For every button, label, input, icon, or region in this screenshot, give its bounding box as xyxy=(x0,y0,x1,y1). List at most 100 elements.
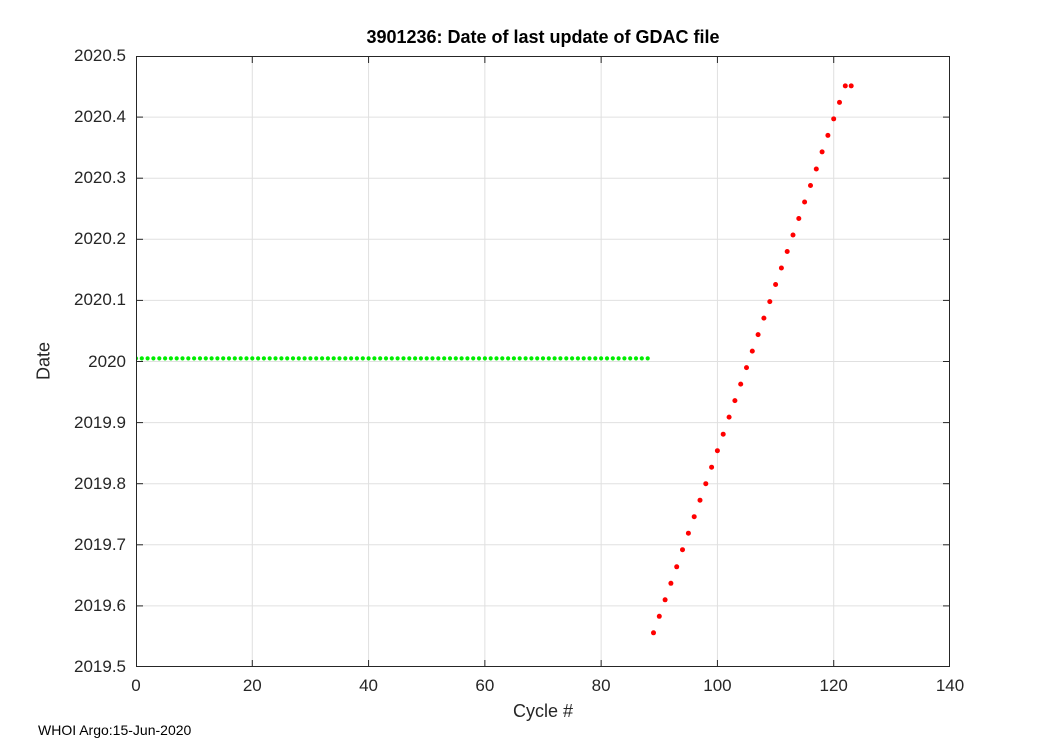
data-point xyxy=(482,356,487,361)
data-point xyxy=(238,356,243,361)
data-point xyxy=(436,356,441,361)
data-point xyxy=(407,356,412,361)
data-point xyxy=(337,356,342,361)
data-point xyxy=(564,356,569,361)
data-point xyxy=(691,514,697,520)
data-point xyxy=(709,464,715,470)
data-point xyxy=(447,356,453,361)
data-point xyxy=(163,356,168,361)
data-point xyxy=(616,356,621,361)
series-green xyxy=(136,356,650,361)
x-tick-label: 40 xyxy=(359,676,379,695)
data-point xyxy=(680,547,685,553)
data-point xyxy=(599,356,604,361)
data-point xyxy=(389,356,394,361)
data-point xyxy=(610,356,615,361)
data-point xyxy=(168,356,173,361)
data-point xyxy=(726,414,732,420)
data-point xyxy=(261,356,266,361)
footer-note: WHOI Argo:15-Jun-2020 xyxy=(38,722,192,738)
data-point xyxy=(186,356,191,361)
data-point xyxy=(267,356,272,361)
x-tick-label: 80 xyxy=(591,676,611,695)
x-tick-label: 100 xyxy=(703,676,732,695)
data-point xyxy=(378,356,383,361)
x-tick-label: 120 xyxy=(819,676,848,695)
data-point xyxy=(215,356,220,361)
x-tick-label: 20 xyxy=(242,676,262,695)
data-point xyxy=(674,564,680,570)
data-point xyxy=(656,613,662,619)
data-point xyxy=(139,356,144,361)
x-tick-label: 60 xyxy=(475,676,495,695)
y-tick-label: 2020.5 xyxy=(74,46,126,65)
data-point xyxy=(308,356,313,361)
data-point xyxy=(418,356,423,361)
data-point xyxy=(784,249,790,254)
y-tick-label: 2019.8 xyxy=(74,473,126,493)
data-point xyxy=(808,183,813,188)
data-point xyxy=(285,356,290,361)
data-point xyxy=(180,356,185,361)
data-point xyxy=(250,356,255,361)
data-point xyxy=(668,580,674,586)
y-tick-label: 2020 xyxy=(88,351,126,371)
data-point xyxy=(790,232,796,238)
data-point xyxy=(197,356,203,361)
data-point xyxy=(331,356,336,361)
data-point xyxy=(633,356,639,361)
chart-title: 3901236: Date of last update of GDAC fil… xyxy=(366,27,720,47)
data-point xyxy=(535,356,540,361)
data-point xyxy=(226,356,232,361)
data-point xyxy=(145,356,150,361)
y-tick-label: 2020.1 xyxy=(74,290,126,310)
data-point xyxy=(796,216,802,221)
data-point xyxy=(430,356,435,361)
y-tick-label: 2019.7 xyxy=(74,534,126,554)
data-point xyxy=(575,356,580,361)
data-point xyxy=(732,398,738,404)
data-point xyxy=(837,99,842,105)
data-point xyxy=(221,356,226,361)
plot-border xyxy=(136,56,950,667)
data-point xyxy=(494,356,499,361)
data-point xyxy=(749,348,755,354)
y-tick-label: 2020.4 xyxy=(74,107,126,127)
data-point xyxy=(552,356,557,361)
data-point xyxy=(203,356,208,361)
data-point xyxy=(325,356,330,361)
data-point xyxy=(151,356,156,361)
data-point xyxy=(209,356,214,361)
data-point xyxy=(819,149,825,155)
data-point xyxy=(465,356,470,361)
data-point xyxy=(511,356,516,361)
data-point xyxy=(848,83,854,89)
data-point xyxy=(296,356,301,361)
data-point xyxy=(651,630,656,636)
x-tick-label: 0 xyxy=(131,676,141,695)
data-point xyxy=(471,356,476,361)
data-point xyxy=(395,356,400,361)
data-point xyxy=(401,356,406,361)
data-point xyxy=(424,356,429,361)
data-point xyxy=(581,356,586,361)
data-point xyxy=(831,116,837,122)
data-point xyxy=(773,282,779,287)
y-tick-label: 2019.5 xyxy=(74,657,126,676)
data-point xyxy=(256,356,261,361)
data-point xyxy=(662,597,668,603)
y-tick-label: 2019.9 xyxy=(74,412,126,432)
data-point xyxy=(546,356,551,361)
data-point xyxy=(442,356,447,361)
data-point xyxy=(813,166,819,172)
plot-canvas xyxy=(136,56,950,667)
data-point xyxy=(714,448,720,454)
data-point xyxy=(802,199,808,205)
data-point xyxy=(383,356,389,361)
data-point xyxy=(372,356,377,361)
data-point xyxy=(476,356,482,361)
x-tick-label: 140 xyxy=(935,676,965,695)
data-point xyxy=(349,356,354,361)
data-point xyxy=(157,356,162,361)
